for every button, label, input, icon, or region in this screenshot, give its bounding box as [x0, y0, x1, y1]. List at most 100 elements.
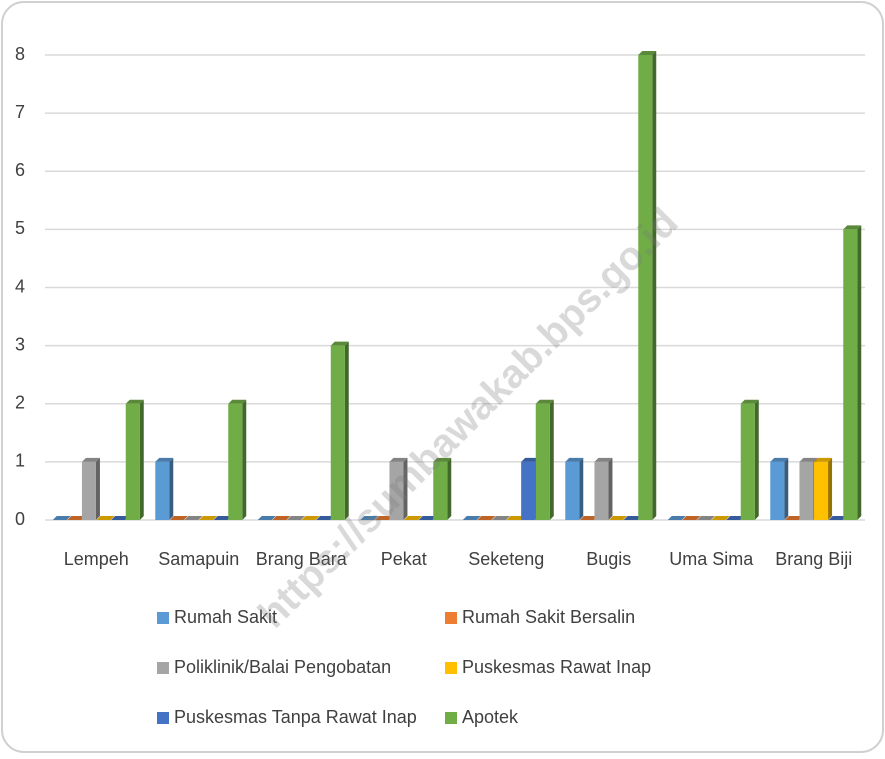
- bar-top: [565, 457, 584, 462]
- x-tick-label: Seketeng: [468, 549, 544, 569]
- x-tick-label: Lempeh: [64, 549, 129, 569]
- bar-top: [784, 516, 803, 520]
- bar-top: [67, 516, 86, 520]
- bar: [228, 403, 243, 520]
- y-tick-label: 8: [15, 44, 25, 64]
- bar-top: [623, 516, 642, 520]
- bar: [740, 403, 755, 520]
- bar-side: [579, 457, 584, 520]
- bar-top: [184, 516, 203, 520]
- y-tick-label: 3: [15, 334, 25, 354]
- bar-top: [213, 516, 232, 520]
- bar-side: [828, 457, 833, 520]
- bar-top: [696, 516, 715, 520]
- legend-swatch: [445, 662, 457, 674]
- bar-top: [316, 516, 335, 520]
- bar-top: [711, 516, 730, 520]
- bar-top: [477, 516, 496, 520]
- x-tick-label: Bugis: [586, 549, 631, 569]
- bar-top: [594, 457, 613, 462]
- bar: [565, 461, 580, 520]
- bar-top: [125, 399, 144, 404]
- bar: [799, 461, 814, 520]
- legend-swatch: [157, 612, 169, 624]
- bar: [638, 55, 653, 520]
- bar-side: [139, 399, 144, 520]
- y-tick-label: 0: [15, 509, 25, 529]
- bar-top: [52, 516, 71, 520]
- bar-top: [389, 457, 408, 462]
- bar-side: [169, 457, 174, 520]
- legend-label: Poliklinik/Balai Pengobatan: [174, 657, 391, 677]
- bar-top: [301, 516, 320, 520]
- legend-label: Rumah Sakit: [174, 607, 277, 627]
- plot-area: 0 1 2 3 4 5 6 7 8 Lempeh Samapuin Brang Bara Pekat Se…: [15, 44, 865, 727]
- legend-label: Apotek: [462, 707, 519, 727]
- bar-top: [535, 399, 554, 404]
- bar-top: [740, 399, 759, 404]
- bar-top: [404, 516, 423, 520]
- bar: [155, 461, 170, 520]
- bar-top: [155, 457, 174, 462]
- bar: [770, 461, 785, 520]
- bar-top: [506, 516, 525, 520]
- legend-swatch: [445, 612, 457, 624]
- y-tick-label: 7: [15, 102, 25, 122]
- bar: [594, 461, 609, 520]
- bar-top: [843, 225, 862, 230]
- bar-side: [344, 341, 349, 520]
- bar: [843, 229, 858, 520]
- y-tick-label: 2: [15, 393, 25, 413]
- bar: [814, 461, 829, 520]
- bar: [535, 403, 550, 520]
- x-tick-label: Brang Biji: [775, 549, 852, 569]
- legend-swatch: [157, 662, 169, 674]
- bar-top: [462, 516, 481, 520]
- bar-top: [199, 516, 218, 520]
- bar-top: [418, 516, 437, 520]
- legend-label: Puskesmas Tanpa Rawat Inap: [174, 707, 417, 727]
- bar-top: [799, 457, 818, 462]
- bar-top: [81, 457, 100, 462]
- bar-side: [549, 399, 554, 520]
- bar-top: [638, 51, 657, 55]
- bar-top: [814, 457, 833, 462]
- x-tick-label: Uma Sima: [669, 549, 754, 569]
- bar: [330, 345, 345, 520]
- bar-side: [652, 51, 657, 520]
- bar-side: [447, 457, 452, 520]
- bar-side: [857, 225, 862, 520]
- bar-side: [784, 457, 789, 520]
- bar-top: [609, 516, 628, 520]
- bar-top: [491, 516, 510, 520]
- bar: [521, 461, 536, 520]
- bar-side: [242, 399, 247, 520]
- bar-top: [828, 516, 847, 520]
- bar-side: [95, 457, 100, 520]
- legend-swatch: [445, 712, 457, 724]
- bar-top: [330, 341, 349, 346]
- x-tick-label: Samapuin: [158, 549, 239, 569]
- bar-top: [579, 516, 598, 520]
- bar: [433, 461, 448, 520]
- bar-top: [96, 516, 115, 520]
- bar-top: [667, 516, 686, 520]
- bar: [81, 461, 96, 520]
- bar-top: [726, 516, 745, 520]
- x-tick-label: Pekat: [381, 549, 427, 569]
- bar-top: [521, 457, 540, 462]
- bar-side: [754, 399, 759, 520]
- bar-top: [169, 516, 188, 520]
- y-tick-label: 1: [15, 451, 25, 471]
- bar: [389, 461, 404, 520]
- bar-top: [374, 516, 393, 520]
- legend-label: Puskesmas Rawat Inap: [462, 657, 651, 677]
- bar-top: [286, 516, 305, 520]
- y-tick-label: 6: [15, 160, 25, 180]
- bar-top: [111, 516, 130, 520]
- bar-top: [272, 516, 291, 520]
- bar-top: [228, 399, 247, 404]
- legend-swatch: [157, 712, 169, 724]
- bar-top: [682, 516, 701, 520]
